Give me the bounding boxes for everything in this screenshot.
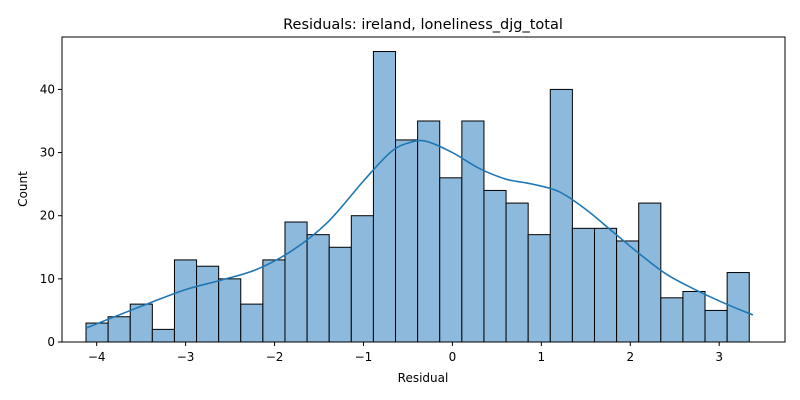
plot-frame [61, 36, 786, 343]
x-tick-label: 0 [449, 350, 457, 364]
x-tick-label: 3 [715, 350, 723, 364]
histogram-bar [306, 234, 330, 343]
histogram-bar [151, 328, 175, 343]
histogram-bar [571, 227, 595, 343]
y-tick-label: 0 [47, 335, 55, 349]
histogram-bar [350, 215, 374, 343]
histogram-bar [372, 51, 397, 343]
y-tick-label: 20 [40, 209, 55, 223]
x-axis-ticks: −4 −3 −2 −1 0 1 2 3 [88, 342, 723, 364]
histogram-bar [505, 202, 529, 343]
y-tick-label: 40 [40, 82, 55, 96]
histogram-bar [85, 322, 109, 343]
histogram-bar [439, 177, 463, 343]
histogram-bar [682, 290, 706, 343]
histogram-bar [527, 234, 551, 343]
histogram-bar [328, 246, 352, 343]
x-axis-label: Residual [398, 371, 449, 385]
histogram-bar [395, 139, 419, 343]
histogram-bar [593, 227, 618, 343]
y-axis-label: Count [16, 171, 30, 207]
y-tick-label: 30 [40, 146, 55, 160]
x-tick-label: −2 [266, 350, 284, 364]
histogram-bar [704, 309, 728, 343]
histogram-bar [616, 240, 640, 343]
histogram-bar [660, 297, 684, 343]
histogram-bar [417, 120, 441, 343]
histogram-bar [549, 88, 573, 343]
histogram-bar [638, 202, 662, 343]
histogram-bar [107, 316, 131, 343]
histogram-bar [196, 265, 220, 343]
histogram-bar [726, 272, 750, 343]
histogram-bar [284, 221, 308, 343]
bars-group [85, 51, 750, 343]
x-tick-label: −1 [355, 350, 373, 364]
histogram-bar [483, 189, 507, 343]
histogram-bar [173, 259, 198, 343]
x-tick-label: 1 [538, 350, 546, 364]
x-tick-label: 2 [626, 350, 634, 364]
histogram-bar [262, 259, 286, 343]
chart-title: Residuals: ireland, loneliness_djg_total [283, 17, 563, 33]
y-axis-ticks: 0 10 20 30 40 [40, 82, 62, 349]
x-tick-label: −4 [88, 350, 106, 364]
histogram-bar [218, 278, 242, 343]
histogram-bar [240, 303, 264, 343]
y-tick-label: 10 [40, 272, 55, 286]
histogram-bar [461, 120, 485, 343]
kde-curve [85, 139, 754, 329]
x-tick-label: −3 [177, 350, 195, 364]
